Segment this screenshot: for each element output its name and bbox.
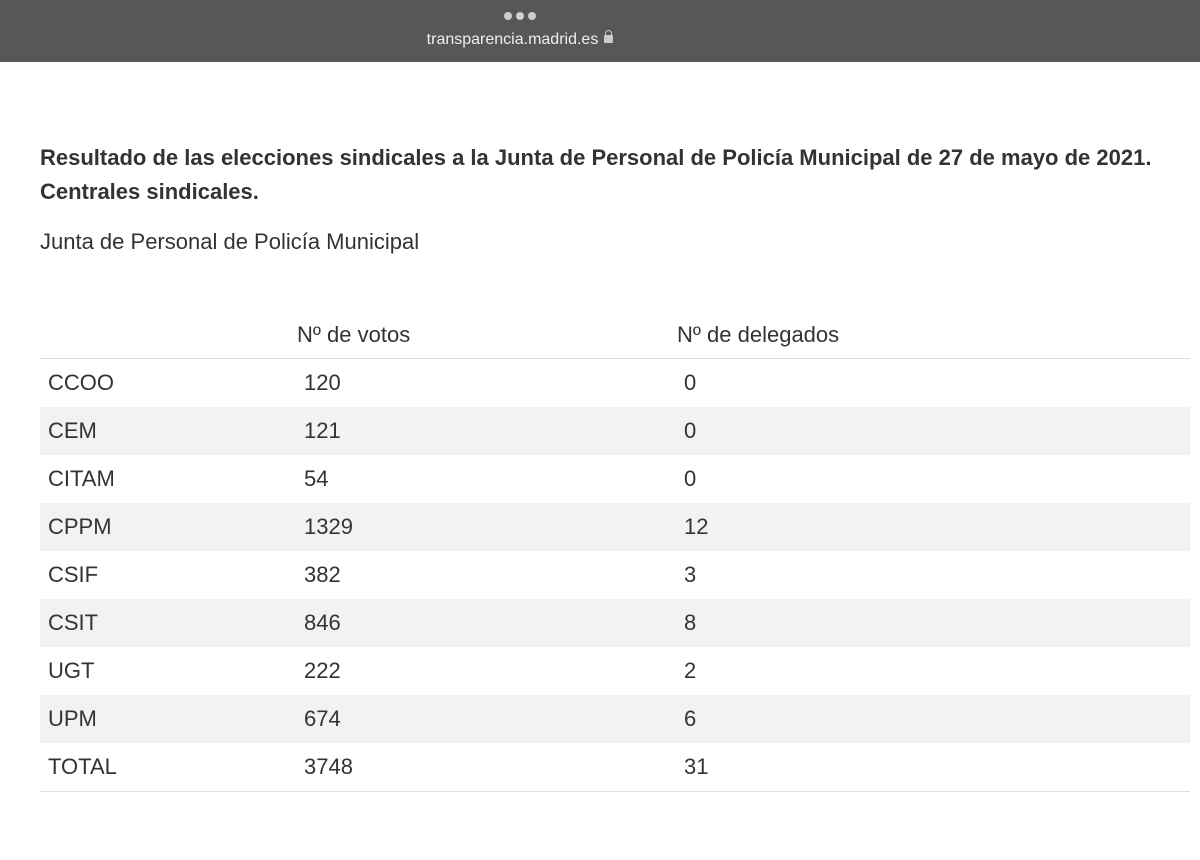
union-name: CSIT — [40, 599, 297, 647]
delegates: 2 — [684, 658, 697, 683]
tab-menu[interactable] — [504, 12, 536, 20]
votes: 674 — [297, 695, 677, 743]
delegates: 3 — [684, 562, 697, 587]
column-header: Nº de votos — [297, 311, 677, 359]
browser-bar: transparencia.madrid.es — [0, 0, 1200, 62]
table-row: CPPM 1329 12 — [40, 503, 1190, 551]
delegates: 0 — [684, 466, 697, 491]
table-body: CCOO 120 0 CEM 121 0 CITAM 54 0 CPPM 1329 12 CSIF 382… — [40, 359, 1190, 792]
table-row: CCOO 120 0 — [40, 359, 1190, 408]
table-row: UPM 674 6 — [40, 695, 1190, 743]
table-row: TOTAL 3748 31 — [40, 743, 1190, 792]
union-name: TOTAL — [40, 743, 297, 792]
votes: 382 — [304, 562, 341, 587]
union-name: UGT — [48, 658, 95, 683]
table-row: CSIT 846 8 — [40, 599, 1190, 647]
union-name: CSIF — [48, 562, 99, 587]
results-table: Nº de votos Nº de delegados CCOO 120 0 CEM 1… — [40, 311, 1190, 792]
subtitle: Junta de Personal de Policía Municipal — [40, 229, 420, 254]
delegates: 31 — [677, 743, 1190, 792]
votes: 120 — [304, 370, 341, 395]
delegates: 12 — [677, 503, 1190, 551]
url[interactable]: transparencia.madrid.es — [426, 31, 599, 48]
votes: 222 — [304, 658, 341, 683]
union-name: UPM — [40, 695, 297, 743]
delegates: 6 — [677, 695, 1190, 743]
table-row: CEM 121 0 — [40, 407, 1190, 455]
column-header: Nº de delegados — [677, 311, 1190, 359]
column-header — [40, 311, 297, 359]
union-name: CEM — [40, 407, 297, 455]
votes: 846 — [297, 599, 677, 647]
delegates: 8 — [677, 599, 1190, 647]
lock-icon — [604, 30, 614, 43]
union-name: CPPM — [40, 503, 297, 551]
header-row: Nº de votos Nº de delegados — [40, 311, 1190, 359]
union-name: CITAM — [48, 466, 115, 491]
table-row: CSIF 382 3 — [40, 551, 1190, 599]
delegates: 0 — [677, 407, 1190, 455]
votes: 1329 — [297, 503, 677, 551]
title: Resultado de las elecciones sindicales a… — [40, 145, 1152, 204]
union-name: CCOO — [48, 370, 114, 395]
table-row: UGT 222 2 — [40, 647, 1190, 695]
address-bar[interactable]: transparencia.madrid.es — [0, 30, 1040, 49]
delegates: 0 — [684, 370, 697, 395]
votes: 3748 — [297, 743, 677, 792]
votes: 121 — [297, 407, 677, 455]
votes: 54 — [304, 466, 329, 491]
table-row: CITAM 54 0 — [40, 455, 1190, 503]
